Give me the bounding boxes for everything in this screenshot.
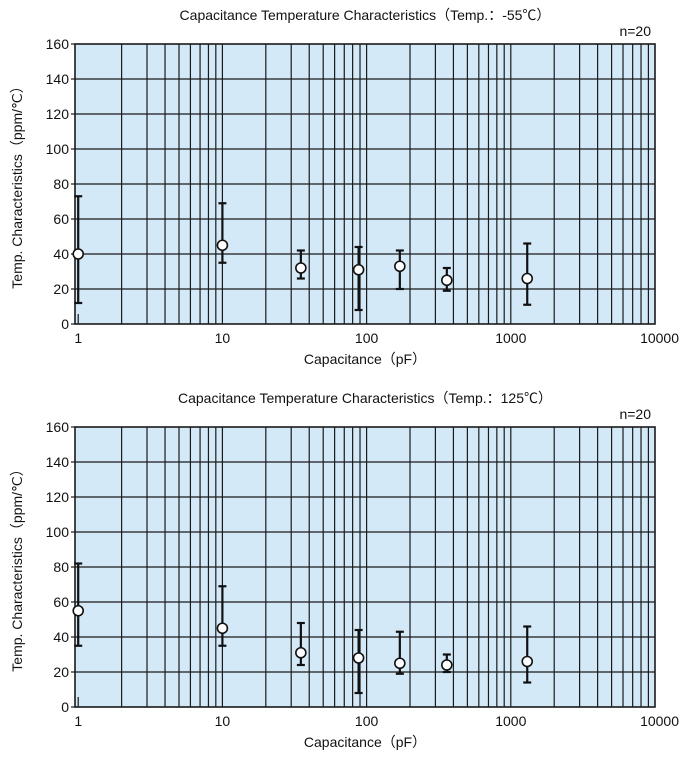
x-tick-label: 100 [355,330,379,346]
data-point [72,248,85,260]
sample-size-annotation: n=20 [619,406,651,422]
y-tick-label: 20 [53,664,69,680]
data-point [441,659,453,671]
chart-title: Capacitance Temperature Characteristics（… [180,7,551,23]
y-tick-label: 80 [53,559,69,575]
x-tick-label: 1 [74,330,82,346]
x-axis-label: Capacitance（pF） [304,734,426,750]
chart-temp-125: 0 20 40 60 80 100 120 140 160 1 10 100 1000 10000 Capa… [9,390,679,750]
y-tick-label: 60 [53,594,69,610]
y-tick-label: 160 [46,419,70,435]
x-tick-label: 10 [215,330,231,346]
x-tick-label: 100 [355,713,379,729]
data-point [352,652,365,664]
data-point [216,622,229,635]
y-tick-label: 100 [46,141,70,157]
y-axis-label: Temp. Characteristics（ppm/℃） [9,79,25,288]
y-tick-label: 120 [46,489,70,505]
y-tick-label: 80 [53,176,69,192]
data-point [216,239,229,252]
x-tick-label: 10000 [640,713,679,729]
y-tick-label: 20 [53,281,69,297]
data-point [441,274,453,287]
x-tick-label: 1000 [495,713,526,729]
y-tick-label: 60 [53,211,69,227]
sample-size-annotation: n=20 [619,23,651,39]
chart-title: Capacitance Temperature Characteristics（… [178,390,552,406]
data-point [295,646,307,659]
x-tick-label: 10 [215,713,231,729]
data-point [394,260,406,273]
x-axis-label: Capacitance（pF） [304,351,426,367]
data-point [521,655,534,668]
y-tick-label: 160 [46,36,70,52]
data-point [352,263,365,276]
x-tick-label: 1 [74,713,82,729]
y-tick-label: 140 [46,454,70,470]
x-tick-label: 1000 [495,330,526,346]
data-point [295,262,307,274]
data-point [394,657,406,670]
chart-temp-minus-55: 0 20 40 60 80 100 120 140 160 1 10 100 1000 10000 Capa… [9,7,679,367]
data-point [521,272,534,285]
y-tick-label: 40 [53,246,69,262]
y-tick-label: 120 [46,106,70,122]
y-tick-label: 0 [61,699,69,715]
x-tick-label: 10000 [640,330,679,346]
y-tick-label: 140 [46,71,70,87]
y-tick-label: 100 [46,524,70,540]
y-tick-label: 0 [61,316,69,332]
y-tick-label: 40 [53,629,69,645]
y-axis-label: Temp. Characteristics（ppm/℃） [9,462,25,671]
data-point [72,604,85,617]
